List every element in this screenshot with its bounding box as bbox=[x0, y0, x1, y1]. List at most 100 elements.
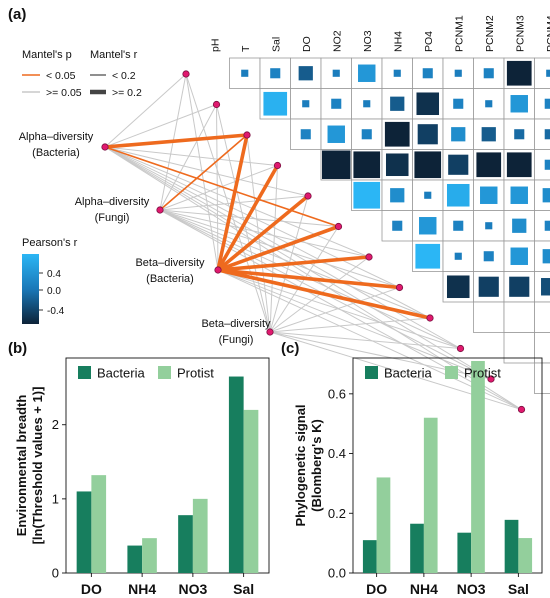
heatmap-cell bbox=[241, 69, 249, 77]
y-tick-label: 0.6 bbox=[328, 386, 346, 401]
mantel-link bbox=[269, 287, 400, 333]
plot-frame bbox=[352, 357, 543, 574]
variable-node bbox=[334, 222, 343, 231]
heatmap-cell bbox=[390, 96, 405, 111]
network-nodes bbox=[101, 70, 526, 414]
bar bbox=[142, 538, 157, 573]
heatmap-cell bbox=[512, 218, 527, 233]
bar bbox=[192, 498, 208, 573]
heatmap-cell bbox=[416, 92, 440, 116]
mantel-link bbox=[159, 134, 248, 211]
mantel-link bbox=[269, 331, 461, 349]
mantel-link bbox=[159, 104, 217, 211]
bar bbox=[76, 491, 92, 573]
heatmap-cell bbox=[514, 129, 525, 140]
heatmap-cell bbox=[327, 125, 345, 143]
y-tick-label: 0.0 bbox=[328, 566, 346, 581]
pearson-tick-label-low: -0.4 bbox=[47, 306, 65, 317]
bar bbox=[243, 409, 259, 573]
mantel-p-legend: Mantel's p < 0.05 >= 0.05 bbox=[22, 49, 82, 99]
heatmap-cell bbox=[385, 153, 409, 177]
heatmap-col-label: pH bbox=[209, 39, 221, 52]
mantel-link bbox=[104, 146, 339, 228]
pearson-colorbar bbox=[22, 254, 39, 324]
heatmap-cell bbox=[332, 69, 340, 77]
legend-label: Protist bbox=[464, 366, 501, 381]
mantel-link bbox=[217, 255, 370, 272]
panel-label-c: (c) bbox=[281, 340, 299, 357]
heatmap-cell bbox=[485, 222, 493, 230]
mantel-link bbox=[216, 194, 310, 272]
heatmap-cell bbox=[544, 159, 550, 170]
plot-frame bbox=[65, 357, 270, 574]
mantel-r-item-strong: >= 0.2 bbox=[112, 87, 142, 99]
pearson-tick-label-mid: 0.0 bbox=[47, 286, 61, 297]
mantel-link bbox=[217, 268, 431, 320]
legend-swatch bbox=[78, 366, 91, 379]
heatmap-cell bbox=[483, 68, 494, 79]
pearson-colorbar-legend: Pearson's r 0.4 0.0 -0.4 bbox=[22, 237, 78, 324]
network-source-node bbox=[214, 266, 222, 274]
heatmap-grid-cell bbox=[473, 301, 505, 333]
heatmap-cell bbox=[361, 129, 372, 140]
variable-node bbox=[273, 161, 282, 170]
pearson-title: Pearson's r bbox=[22, 237, 78, 249]
y-tick-label: 1 bbox=[52, 491, 59, 506]
bar bbox=[471, 360, 485, 573]
heatmap-cell bbox=[453, 98, 464, 109]
heatmap-col-label: PCNM4 bbox=[545, 15, 550, 52]
heatmap-cell bbox=[270, 68, 281, 79]
heatmap-cell bbox=[453, 220, 464, 231]
mantel-link bbox=[104, 146, 278, 166]
legend-swatch bbox=[445, 366, 458, 379]
mantel-link bbox=[104, 133, 248, 149]
heatmap-cell bbox=[363, 100, 371, 108]
x-tick-label: NO3 bbox=[457, 581, 486, 597]
phylogenetic-signal-chart: 0.0 0.2 0.4 0.6 DO NH4 NO3 Sal Bacteria Protist Ph… bbox=[293, 357, 543, 597]
heatmap-col-label: PO4 bbox=[423, 31, 435, 52]
heatmap-cell bbox=[302, 100, 310, 108]
panel-label-a: (a) bbox=[8, 6, 26, 23]
network-source-label: Alpha–diversity (Fungi) bbox=[75, 196, 150, 224]
mantel-link bbox=[185, 73, 219, 271]
x-tick-label: DO bbox=[81, 581, 102, 597]
bar bbox=[376, 477, 391, 573]
bar bbox=[178, 515, 193, 573]
y-axis-title: Environmental breadth bbox=[14, 395, 29, 537]
bar bbox=[518, 538, 533, 573]
heatmap-col-label: NO2 bbox=[331, 30, 343, 52]
y-tick-label: 0 bbox=[52, 566, 59, 581]
heatmap-cell bbox=[390, 188, 405, 203]
mantel-link bbox=[185, 73, 271, 333]
heatmap-cell bbox=[542, 188, 550, 203]
variable-node bbox=[365, 253, 373, 261]
heatmap-cell bbox=[478, 276, 499, 297]
bar bbox=[127, 545, 143, 573]
heatmap-cell bbox=[541, 278, 550, 296]
heatmap-cell bbox=[263, 91, 288, 116]
heatmap-cell bbox=[322, 150, 351, 179]
heatmap-cell bbox=[506, 152, 532, 178]
heatmap-cell bbox=[546, 69, 550, 77]
heatmap-cell bbox=[509, 276, 530, 297]
bar bbox=[504, 519, 519, 573]
variable-node bbox=[487, 375, 495, 383]
heatmap-cell bbox=[358, 64, 376, 82]
network-source-labels: Alpha–diversity (Bacteria) Alpha–diversity… bbox=[19, 131, 271, 346]
heatmap-cell bbox=[476, 152, 502, 178]
mantel-link bbox=[217, 268, 400, 290]
heatmap-col-label: NH4 bbox=[392, 31, 404, 52]
bar bbox=[228, 376, 244, 573]
bar bbox=[91, 475, 107, 573]
heatmap-cell bbox=[481, 127, 496, 142]
variable-node bbox=[517, 405, 526, 414]
x-tick-label: Sal bbox=[508, 581, 529, 597]
heatmap-cell bbox=[446, 275, 470, 299]
heatmap-grid-cell bbox=[412, 118, 444, 150]
heatmap-cell bbox=[506, 60, 532, 86]
heatmap-col-label: T bbox=[240, 45, 252, 52]
bar bbox=[410, 523, 424, 573]
heatmap-cell bbox=[298, 66, 313, 81]
mantel-link bbox=[216, 104, 219, 271]
